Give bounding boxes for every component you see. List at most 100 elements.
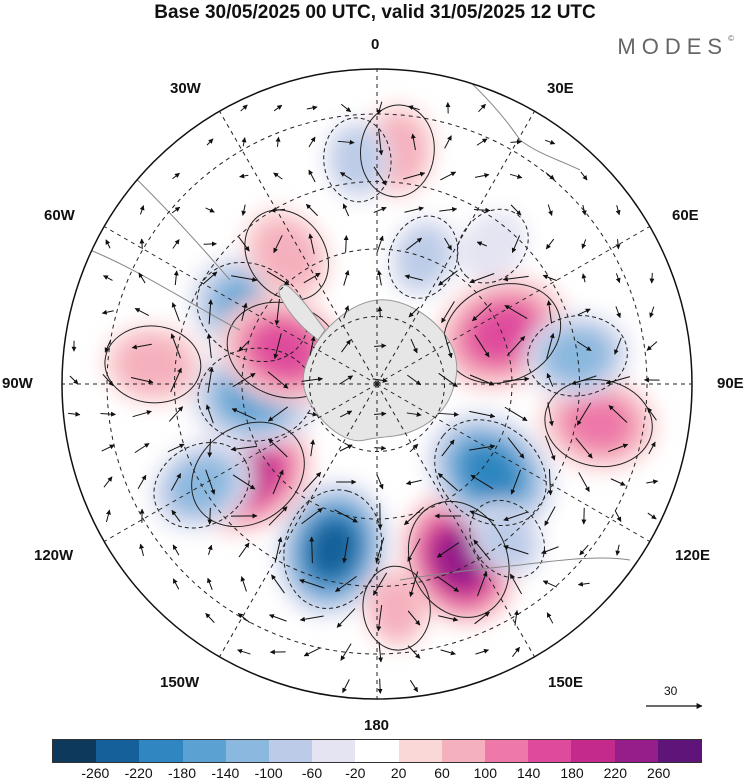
- colorbar-cell: [441, 740, 486, 762]
- wind-arrow: [134, 307, 150, 317]
- wind-arrow: [172, 578, 180, 590]
- contour-line: [244, 209, 329, 301]
- wind-arrow: [407, 105, 420, 111]
- wind-arrow: [202, 271, 218, 285]
- colorbar-cell: [571, 740, 615, 762]
- wind-arrow: [437, 576, 459, 592]
- wind-arrow: [372, 377, 388, 383]
- wind-arrow: [576, 402, 592, 426]
- wind-arrow: [376, 605, 383, 632]
- lon-label-30w: 30W: [170, 80, 201, 97]
- contour-line: [434, 419, 547, 527]
- wind-arrow: [614, 337, 622, 355]
- colorbar-cell: [96, 740, 140, 762]
- wind-arrow: [172, 172, 180, 180]
- wind-arrow: [439, 206, 458, 212]
- wind-arrow: [546, 332, 555, 359]
- wind-arrow: [170, 333, 181, 359]
- wind-arrow: [440, 649, 456, 656]
- colorbar-tick-label: -260: [81, 765, 110, 781]
- wind-arrow: [409, 443, 419, 453]
- anomaly-band: [251, 322, 317, 378]
- wind-arrow: [301, 376, 324, 382]
- wind-arrow: [377, 678, 383, 694]
- wind-arrow: [339, 375, 354, 385]
- wind-arrow: [509, 573, 523, 595]
- colorbar-tick-label: 100: [473, 765, 498, 781]
- colorbar-tick-label: 20: [390, 765, 407, 781]
- wind-arrow: [474, 207, 491, 213]
- wind-arrow: [410, 338, 418, 354]
- wind-arrow: [438, 615, 459, 622]
- wind-arrow: [610, 478, 626, 486]
- wind-arrow: [437, 473, 459, 491]
- colorbar-tick-label: -60: [301, 765, 323, 781]
- wind-arrow: [649, 272, 655, 284]
- anomaly-band: [116, 335, 190, 394]
- wind-arrow: [268, 614, 287, 622]
- wind-arrow: [274, 536, 283, 563]
- lon-label-90e: 90E: [717, 375, 744, 392]
- modes-logo: MODES©: [617, 34, 734, 60]
- wind-arrow: [444, 237, 452, 251]
- wind-arrow: [376, 474, 384, 490]
- wind-arrow: [104, 339, 112, 353]
- brand-mark: ©: [728, 34, 734, 43]
- wind-arrow: [444, 135, 452, 149]
- wind-arrow: [130, 377, 154, 384]
- wind-arrow: [268, 506, 288, 526]
- wind-arrow: [299, 578, 325, 589]
- wind-arrow: [343, 269, 350, 286]
- wind-arrow: [546, 612, 554, 624]
- wind-arrow: [544, 435, 556, 461]
- wind-arrow: [403, 171, 426, 180]
- contour-line: [387, 215, 459, 299]
- wind-arrow: [647, 512, 657, 520]
- wind-arrow: [474, 173, 490, 178]
- wind-arrow: [138, 272, 146, 284]
- wind-arrow: [267, 406, 288, 422]
- wind-arrow: [407, 374, 422, 386]
- anomaly-band: [254, 220, 319, 290]
- wind-arrow: [406, 411, 422, 417]
- wind-arrow: [208, 299, 214, 325]
- wind-arrow: [101, 444, 115, 452]
- contour-line: [104, 325, 202, 404]
- wind-arrow: [172, 239, 180, 249]
- wind-arrow: [170, 367, 182, 393]
- wind-arrow: [409, 571, 419, 597]
- wind-arrow: [268, 438, 288, 458]
- wind-arrow: [241, 204, 247, 216]
- wind-arrow: [342, 203, 350, 217]
- wind-arrow: [409, 679, 419, 693]
- wind-arrow: [372, 572, 388, 596]
- wind-arrow: [542, 274, 557, 282]
- wind-arrow: [305, 203, 319, 217]
- wind-arrow: [646, 341, 658, 351]
- wind-arrow: [511, 235, 521, 254]
- wind-arrow: [306, 105, 318, 111]
- wind-arrow: [437, 411, 460, 417]
- wind-arrow: [615, 205, 621, 216]
- wind-arrow: [438, 372, 458, 388]
- wind-arrow: [336, 608, 356, 628]
- wind-arrow: [581, 239, 587, 250]
- wind-arrow: [542, 580, 557, 588]
- wind-arrow: [239, 173, 249, 179]
- wind-arrow: [373, 166, 387, 186]
- wind-arrow: [547, 204, 553, 216]
- wind-arrow: [205, 207, 215, 213]
- antarctic-peninsula: [278, 284, 326, 341]
- wind-arrow: [441, 301, 455, 324]
- wind-arrow: [232, 372, 256, 388]
- colorbar: [52, 739, 702, 763]
- wind-arrow: [302, 471, 322, 492]
- colorbar-cell: [269, 740, 313, 762]
- wind-arrow: [172, 544, 180, 556]
- anomaly-band: [308, 519, 358, 579]
- wind-arrow: [377, 306, 383, 318]
- wind-arrow: [512, 646, 520, 658]
- lon-label-150w: 150W: [160, 674, 200, 691]
- wind-arrow: [474, 611, 490, 625]
